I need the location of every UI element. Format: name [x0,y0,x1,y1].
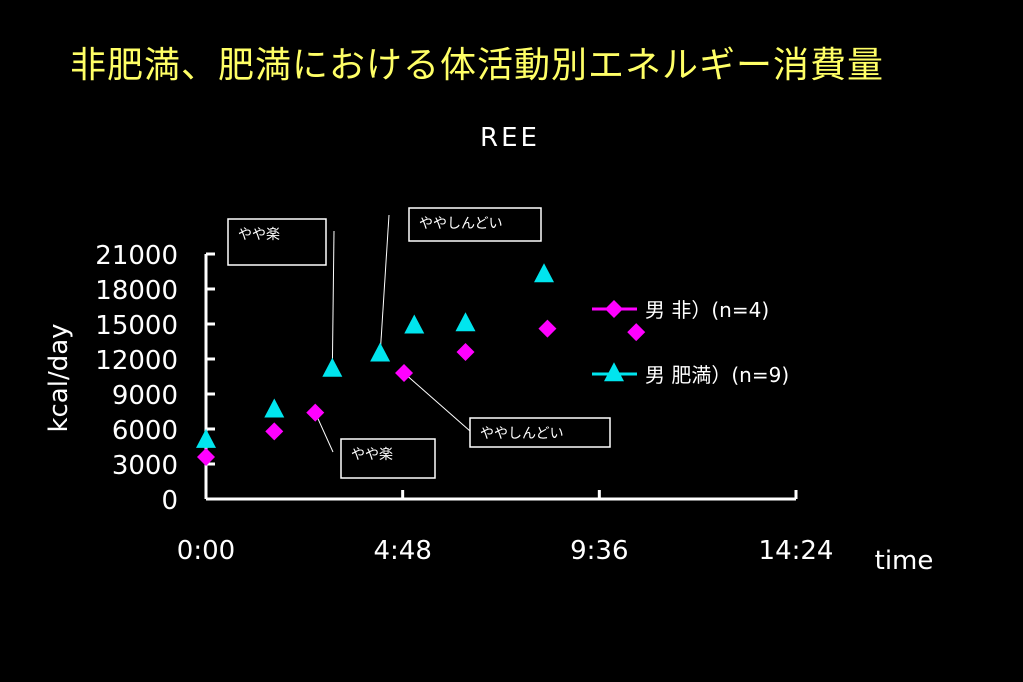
legend-marker [604,362,624,382]
y-axis-label: kcal/day [44,323,74,432]
annotation-box [340,438,436,479]
y-tick-label: 9000 [112,381,178,411]
obese-data-point [196,428,216,448]
chart-labels: 0 3000 6000 9000 12000 15000 18000 21000 0:00 4:4… [44,123,933,576]
annotation-label: やや楽 [238,227,280,243]
x-tick-label: 9:36 [570,536,628,566]
y-tick-label: 0 [161,486,178,516]
legend: 男 非）(n=4) 男 肥満）(n=9) [592,298,789,387]
obese-data-point [534,263,555,283]
legend-marker [605,300,623,318]
y-tick-label: 15000 [95,311,178,341]
annotation-box [469,417,611,448]
annotation-box [227,218,327,266]
chart-title: REE [480,123,540,153]
annotation-label: やや楽 [351,447,393,463]
annotation-label: ややしんどい [419,216,503,232]
nonobese-data-point [538,319,557,338]
legend-label: 男 非）(n=4) [645,298,769,322]
annotation-leader-line [379,214,390,355]
x-tick-label: 4:48 [373,536,431,566]
x-tick-label: 0:00 [177,536,235,566]
annotation-leader-line [314,412,334,453]
y-tick-label: 12000 [95,346,178,376]
nonobese-data-point [197,448,215,466]
nonobese-data-point [456,343,475,361]
obese-data-point [322,357,343,377]
y-tick-label: 3000 [112,451,178,481]
y-tick-label: 18000 [95,276,178,306]
nonobese-data-point [395,364,414,382]
obese-data-point [455,312,476,332]
nonobese-data-point [306,403,325,422]
slide-title: 非肥満、肥満における体活動別エネルギー消費量 [70,45,885,86]
nonobese-data-point [627,323,646,342]
y-tick-label: 21000 [95,241,178,271]
y-tick-label: 6000 [112,416,178,446]
obese-data-point [264,398,285,418]
legend-label: 男 肥満）(n=9) [645,363,789,387]
x-axis-label: time [875,546,934,576]
nonobese-data-point [265,422,284,441]
annotation-leader-line [403,372,471,432]
annotation-box [408,207,542,242]
obese-data-point [370,342,391,362]
obese-data-point [404,314,425,334]
annotation-label: ややしんどい [480,426,564,442]
data-points [196,263,646,466]
x-tick-label: 14:24 [759,536,834,566]
annotation-leader-line [331,230,335,370]
